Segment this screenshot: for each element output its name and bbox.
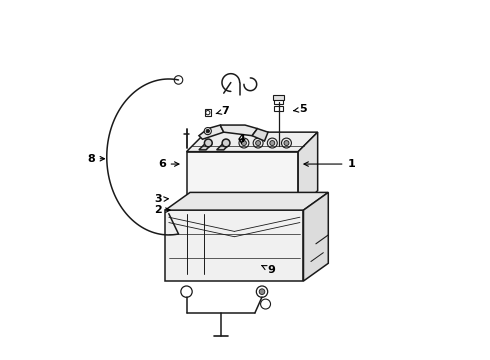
Circle shape xyxy=(181,286,192,297)
Polygon shape xyxy=(199,125,224,139)
Circle shape xyxy=(256,140,261,145)
Polygon shape xyxy=(220,125,257,136)
Circle shape xyxy=(253,138,263,148)
Text: 1: 1 xyxy=(304,159,355,169)
Text: 2: 2 xyxy=(154,205,170,215)
Polygon shape xyxy=(303,192,328,281)
Circle shape xyxy=(204,127,211,135)
Circle shape xyxy=(174,76,183,84)
Circle shape xyxy=(242,140,246,145)
Circle shape xyxy=(222,139,230,147)
Text: 7: 7 xyxy=(216,106,229,116)
Circle shape xyxy=(239,138,249,148)
Bar xyxy=(273,95,284,100)
Polygon shape xyxy=(298,132,318,210)
Text: 8: 8 xyxy=(87,154,104,164)
Circle shape xyxy=(204,139,212,147)
Bar xyxy=(274,106,283,111)
Polygon shape xyxy=(217,144,230,150)
Polygon shape xyxy=(165,192,328,210)
Circle shape xyxy=(270,140,275,145)
Circle shape xyxy=(261,299,270,309)
Polygon shape xyxy=(165,210,303,281)
Bar xyxy=(205,109,211,116)
Circle shape xyxy=(206,129,210,133)
Polygon shape xyxy=(199,144,212,150)
Circle shape xyxy=(256,286,268,297)
Circle shape xyxy=(268,138,277,148)
Polygon shape xyxy=(187,152,298,210)
Text: 5: 5 xyxy=(294,104,307,114)
Circle shape xyxy=(284,140,289,145)
Text: 9: 9 xyxy=(262,265,275,275)
Circle shape xyxy=(282,138,292,148)
Text: 3: 3 xyxy=(154,194,169,204)
Text: 4: 4 xyxy=(238,134,245,144)
Polygon shape xyxy=(187,132,318,152)
Bar xyxy=(274,99,283,104)
Text: 6: 6 xyxy=(158,159,179,169)
Circle shape xyxy=(259,289,265,294)
Polygon shape xyxy=(252,129,268,141)
